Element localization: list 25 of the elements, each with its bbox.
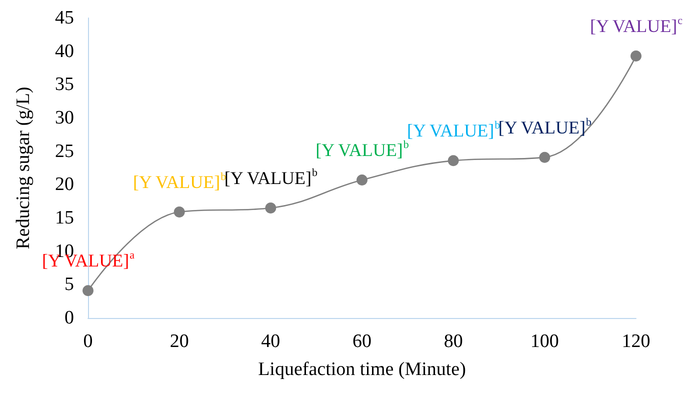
point [630,50,642,62]
point [356,174,368,186]
y-tick-label: 5 [64,274,74,296]
x-tick-label: 20 [170,331,189,352]
x-tick-label: 0 [83,331,93,352]
y-tick-label: 25 [55,140,74,162]
x-tick-label: 100 [530,331,559,352]
y-tick-label: 0 [64,308,74,328]
x-tick-label: 60 [352,331,372,352]
point [448,155,459,166]
x-tick-label: 40 [261,331,280,352]
y-tick-label: 45 [55,8,74,28]
y-tick-label: 35 [55,74,74,96]
y-tick-label: 15 [55,208,74,228]
point [82,285,94,296]
point [174,206,185,218]
y-axis-title: Reducing sugar (g/L) [13,86,34,250]
y-tick-label: 20 [55,174,74,196]
x-tick-label: 120 [622,331,650,352]
x-axis-title: Liquefaction time (Minute) [258,359,466,380]
x-tick-label: 80 [444,331,463,352]
point [539,152,550,163]
y-tick-label: 30 [55,108,74,128]
y-tick-label: 40 [55,40,74,62]
point [265,202,276,214]
